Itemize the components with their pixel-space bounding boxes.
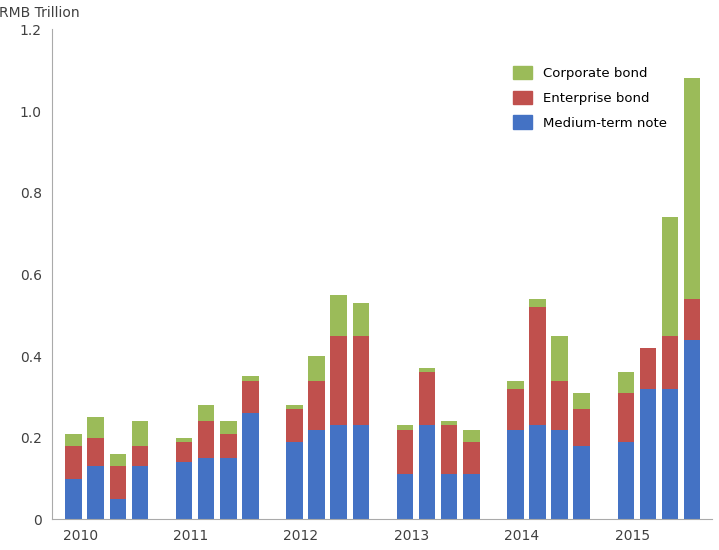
Bar xyxy=(88,466,104,519)
Bar xyxy=(198,405,214,421)
Bar xyxy=(331,426,347,519)
Bar xyxy=(551,430,568,519)
Bar xyxy=(441,421,457,426)
Bar xyxy=(618,442,634,519)
Bar xyxy=(551,336,568,381)
Bar xyxy=(175,438,193,442)
Bar xyxy=(418,372,436,426)
Bar xyxy=(352,336,369,426)
Bar xyxy=(352,426,369,519)
Bar xyxy=(242,376,259,381)
Bar xyxy=(529,307,546,426)
Bar xyxy=(684,299,700,340)
Bar xyxy=(88,417,104,438)
Bar xyxy=(397,426,413,430)
Bar xyxy=(507,381,523,389)
Bar xyxy=(220,458,237,519)
Bar xyxy=(175,442,193,462)
Bar xyxy=(507,389,523,430)
Bar xyxy=(286,442,303,519)
Bar xyxy=(529,426,546,519)
Bar xyxy=(684,79,700,299)
Bar xyxy=(640,389,656,519)
Text: RMB Trillion: RMB Trillion xyxy=(0,6,79,20)
Bar xyxy=(397,475,413,519)
Bar xyxy=(132,466,148,519)
Bar xyxy=(618,372,634,393)
Bar xyxy=(640,348,656,389)
Bar xyxy=(331,295,347,336)
Bar xyxy=(551,381,568,430)
Legend: Corporate bond, Enterprise bond, Medium-term note: Corporate bond, Enterprise bond, Medium-… xyxy=(508,60,672,135)
Bar xyxy=(574,409,590,446)
Bar xyxy=(441,426,457,475)
Bar xyxy=(661,389,678,519)
Bar xyxy=(198,421,214,458)
Bar xyxy=(574,446,590,519)
Bar xyxy=(463,475,480,519)
Bar xyxy=(308,430,325,519)
Bar xyxy=(308,356,325,381)
Bar xyxy=(397,430,413,475)
Bar xyxy=(109,454,126,466)
Bar xyxy=(242,413,259,519)
Bar xyxy=(109,466,126,499)
Bar xyxy=(441,475,457,519)
Bar xyxy=(352,303,369,336)
Bar xyxy=(175,462,193,519)
Bar xyxy=(286,405,303,409)
Bar xyxy=(418,368,436,372)
Bar xyxy=(220,433,237,458)
Bar xyxy=(418,426,436,519)
Bar xyxy=(65,478,82,519)
Bar xyxy=(88,438,104,466)
Bar xyxy=(331,336,347,426)
Bar xyxy=(109,499,126,519)
Bar xyxy=(507,430,523,519)
Bar xyxy=(661,217,678,336)
Bar xyxy=(65,433,82,446)
Bar xyxy=(618,393,634,442)
Bar xyxy=(529,299,546,307)
Bar xyxy=(463,430,480,442)
Bar xyxy=(661,336,678,389)
Bar xyxy=(220,421,237,433)
Bar xyxy=(684,340,700,519)
Bar xyxy=(463,442,480,475)
Bar xyxy=(308,381,325,430)
Bar xyxy=(65,446,82,478)
Bar xyxy=(242,381,259,413)
Bar xyxy=(132,421,148,446)
Bar xyxy=(574,393,590,409)
Bar xyxy=(198,458,214,519)
Bar xyxy=(132,446,148,466)
Bar xyxy=(286,409,303,442)
